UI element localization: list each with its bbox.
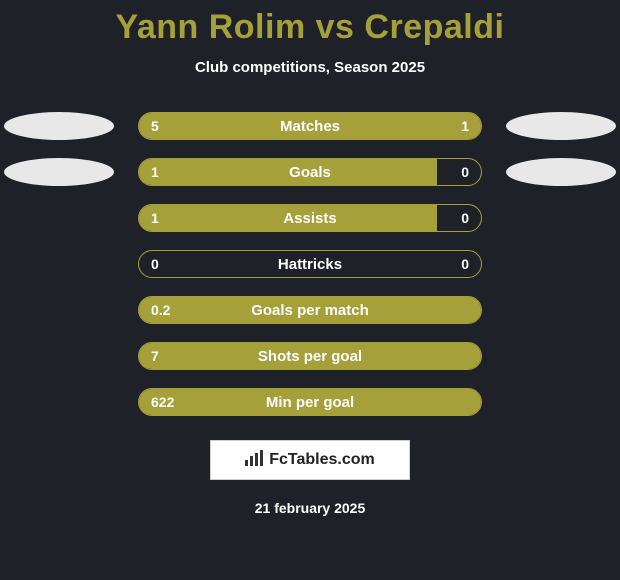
stat-row: 0.2Goals per match: [0, 296, 620, 324]
player2-badge: [506, 112, 616, 140]
stat-bar: 622Min per goal: [138, 388, 482, 416]
player2-name: Crepaldi: [364, 8, 504, 46]
player1-badge: [4, 158, 114, 186]
stat-bar: 51Matches: [138, 112, 482, 140]
stat-bar: 0.2Goals per match: [138, 296, 482, 324]
stat-bar-left-fill: [139, 389, 481, 415]
stat-row: 10Goals: [0, 158, 620, 186]
stat-bar-left-fill: [139, 113, 416, 139]
title-vs: vs: [316, 8, 355, 46]
stat-bar-left-fill: [139, 205, 437, 231]
stat-right-value: 0: [461, 251, 469, 277]
subtitle: Club competitions, Season 2025: [0, 59, 620, 76]
stat-bar: 10Goals: [138, 158, 482, 186]
player1-name: Yann Rolim: [116, 8, 306, 46]
stat-row: 622Min per goal: [0, 388, 620, 416]
player2-badge: [506, 158, 616, 186]
player1-badge: [4, 112, 114, 140]
stat-right-value: 0: [461, 205, 469, 231]
stat-bar-left-fill: [139, 159, 437, 185]
stat-right-value: 0: [461, 159, 469, 185]
footer-date: 21 february 2025: [0, 500, 620, 516]
stat-bar: 7Shots per goal: [138, 342, 482, 370]
stat-bar: 0 0Hattricks: [138, 250, 482, 278]
stats-container: 51Matches10Goals10Assists00Hattricks0.2G…: [0, 112, 620, 416]
stat-label: Hattricks: [139, 251, 481, 277]
stat-row: 0 0Hattricks: [0, 250, 620, 278]
comparison-title: Yann Rolim vs Crepaldi: [0, 0, 620, 47]
stat-row: 7Shots per goal: [0, 342, 620, 370]
stat-bar-right-fill: [416, 113, 481, 139]
watermark-text: FcTables.com: [269, 451, 375, 469]
stat-bar-left-fill: [139, 343, 481, 369]
stat-bar: 10Assists: [138, 204, 482, 232]
stat-row: 51Matches: [0, 112, 620, 140]
stat-bar-left-fill: [139, 297, 481, 323]
stat-left-value: 0: [151, 251, 159, 277]
chart-icon: [245, 450, 263, 471]
stat-row: 10Assists: [0, 204, 620, 232]
watermark-badge: FcTables.com: [210, 440, 410, 480]
